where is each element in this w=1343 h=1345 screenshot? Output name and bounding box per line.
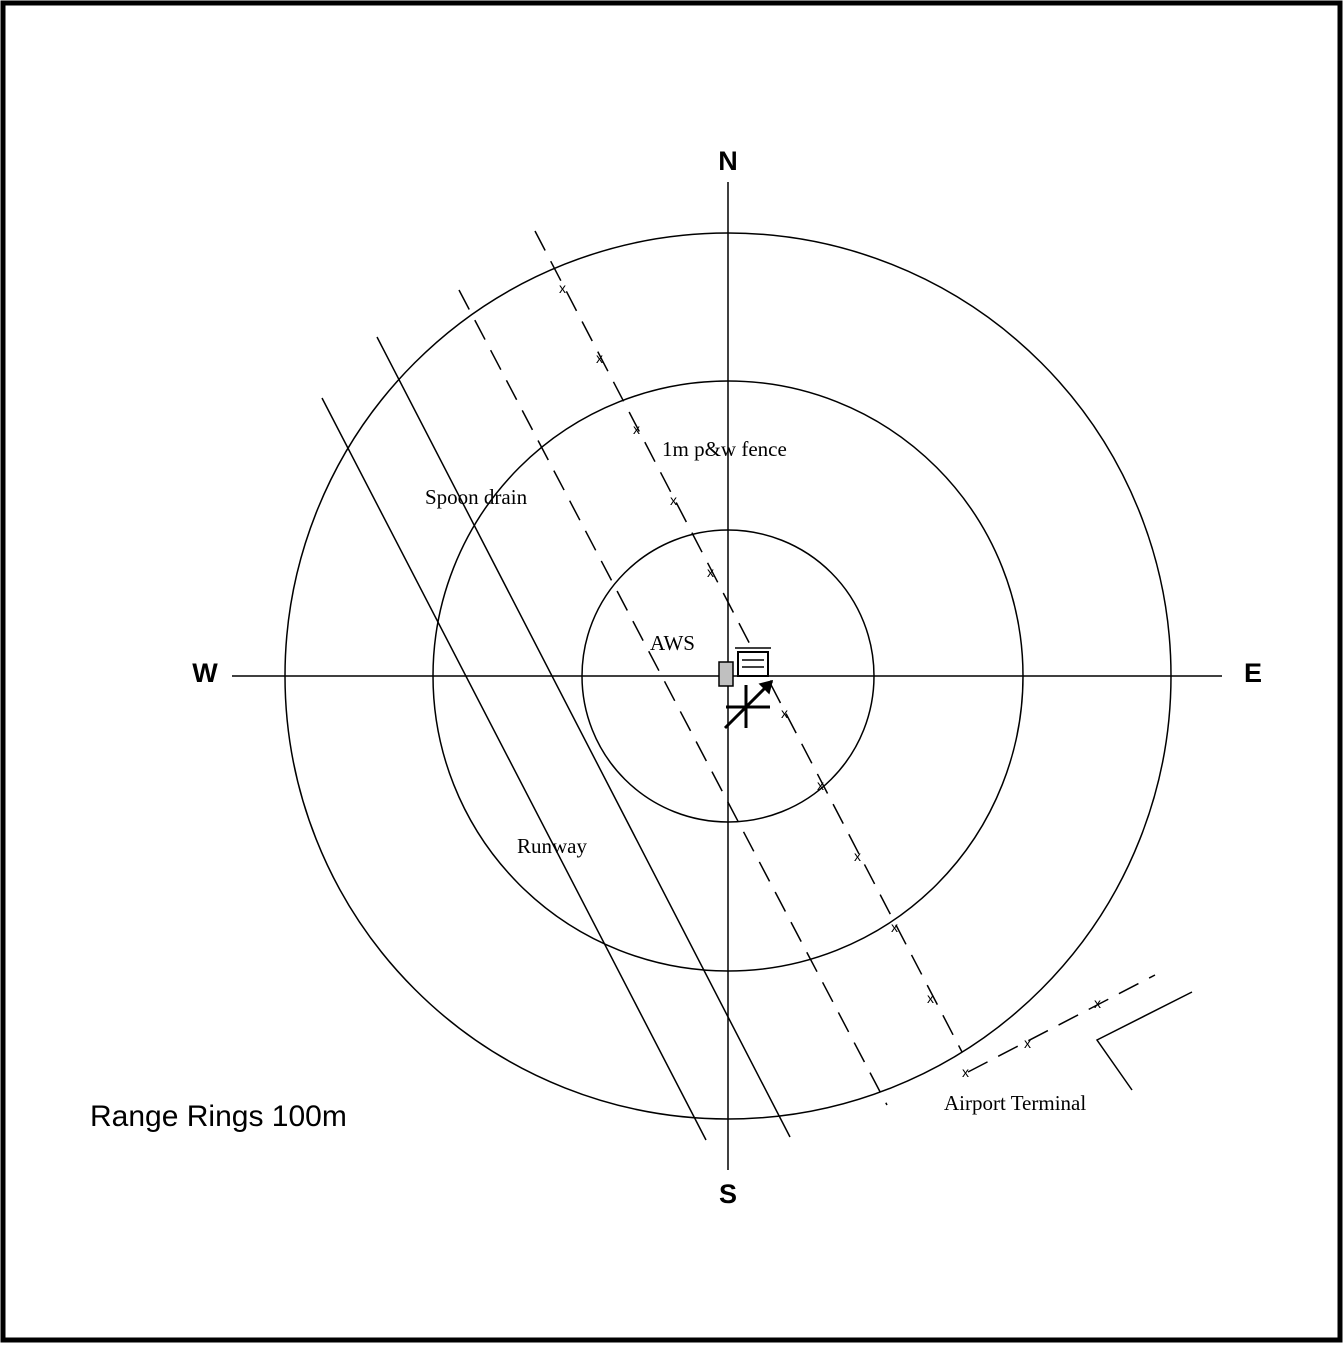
svg-text:x: x — [817, 777, 824, 793]
terminal-building — [1095, 991, 1193, 1091]
svg-text:x: x — [559, 280, 566, 296]
fence-marks: x x x x x x x x x x x x x — [559, 280, 1101, 1080]
runway-label: Runway — [517, 834, 587, 858]
fence-label: 1m p&w fence — [662, 437, 787, 461]
range-legend: Range Rings 100m — [90, 1100, 347, 1133]
svg-text:x: x — [1094, 995, 1101, 1011]
aws-instruments — [718, 647, 774, 730]
runway-edge — [321, 397, 707, 1141]
spoon-drain — [458, 289, 888, 1106]
terminal-label: Airport Terminal — [944, 1091, 1086, 1115]
svg-text:x: x — [707, 564, 714, 580]
svg-text:x: x — [854, 848, 861, 864]
svg-text:x: x — [891, 919, 898, 935]
south-label: S — [719, 1179, 737, 1209]
svg-text:x: x — [781, 705, 788, 721]
east-label: E — [1244, 658, 1262, 688]
terminal-fence — [967, 974, 1156, 1073]
svg-text:x: x — [633, 421, 640, 437]
svg-text:x: x — [1024, 1035, 1031, 1051]
drain-label: Spoon drain — [425, 485, 528, 509]
fence — [534, 230, 963, 1053]
north-label: N — [718, 146, 738, 176]
station-label: AWS — [650, 631, 695, 655]
svg-text:x: x — [596, 350, 603, 366]
svg-text:x: x — [670, 492, 677, 508]
west-label: W — [192, 658, 218, 688]
svg-text:x: x — [962, 1064, 969, 1080]
svg-text:x: x — [927, 990, 934, 1006]
runway-edge — [376, 336, 791, 1138]
